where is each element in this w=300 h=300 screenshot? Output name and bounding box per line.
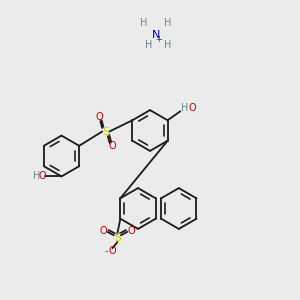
Text: +: + bbox=[156, 35, 162, 44]
Text: H: H bbox=[33, 171, 40, 182]
Text: O: O bbox=[188, 103, 196, 113]
Text: H: H bbox=[181, 103, 188, 113]
Text: O: O bbox=[128, 226, 136, 236]
Text: O: O bbox=[95, 112, 103, 122]
Text: N: N bbox=[152, 29, 160, 40]
Text: O: O bbox=[109, 141, 116, 151]
Text: S: S bbox=[114, 233, 121, 243]
Text: -: - bbox=[104, 246, 108, 256]
Text: H: H bbox=[164, 40, 172, 50]
Text: O: O bbox=[38, 171, 46, 182]
Text: O: O bbox=[99, 226, 107, 236]
Text: S: S bbox=[102, 127, 109, 136]
Text: H: H bbox=[164, 18, 172, 28]
Text: O: O bbox=[108, 246, 116, 256]
Text: H: H bbox=[145, 40, 152, 50]
Text: H: H bbox=[140, 18, 148, 28]
